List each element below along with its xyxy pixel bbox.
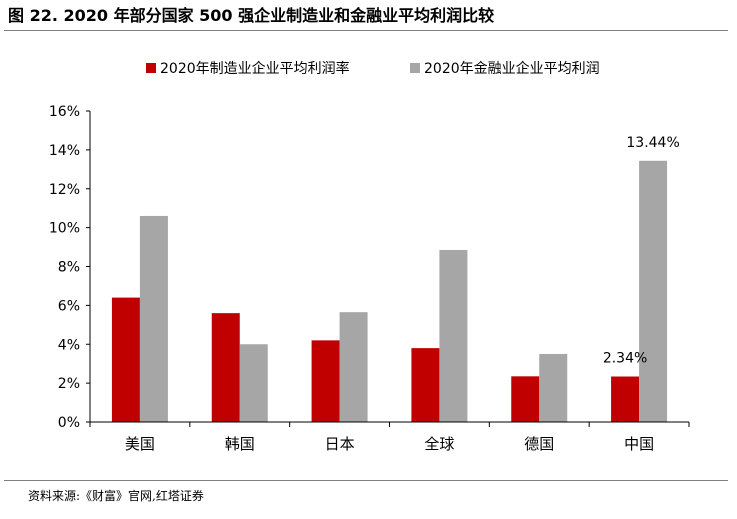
chart-title: 图 22. 2020 年部分国家 500 强企业制造业和金融业平均利润比较 (8, 6, 495, 25)
legend-swatch (410, 63, 420, 73)
y-tick-label: 8% (58, 260, 80, 276)
y-tick-label: 16% (49, 104, 80, 120)
source-note: 资料来源:《财富》官网,红塔证券 (28, 489, 204, 503)
bar (611, 376, 640, 422)
y-tick-label: 10% (49, 221, 80, 237)
bar (411, 348, 440, 422)
bar (439, 249, 468, 422)
y-tick-label: 12% (49, 182, 80, 198)
data-label: 2.34% (603, 351, 647, 367)
bar (111, 297, 140, 422)
x-tick-label: 全球 (424, 435, 454, 453)
data-labels: 2.34% 13.44% (603, 135, 680, 367)
legend-label: 2020年金融业企业平均利润 (424, 60, 600, 77)
x-tick-label: 中国 (624, 435, 654, 453)
bar (139, 215, 168, 422)
legend: 2020年制造业企业平均利润率 2020年金融业企业平均利润 (146, 60, 600, 77)
bar (639, 160, 668, 422)
bars (111, 160, 668, 422)
x-tick-label: 日本 (325, 435, 355, 453)
bar (539, 353, 568, 422)
footer-divider (4, 480, 728, 481)
bar (511, 376, 540, 422)
bar (211, 313, 240, 422)
y-tick-label: 4% (58, 337, 80, 353)
y-tick-label: 2% (58, 376, 80, 392)
y-tick-label: 14% (49, 143, 80, 159)
y-tick-label: 0% (58, 415, 80, 431)
data-label: 13.44% (626, 135, 679, 151)
bar (311, 340, 340, 422)
x-tick-label: 美国 (125, 435, 155, 453)
x-tick-label: 韩国 (225, 435, 255, 453)
y-tick-label: 6% (58, 298, 80, 314)
bar (339, 312, 368, 422)
title-divider (4, 30, 728, 31)
legend-label: 2020年制造业企业平均利润率 (160, 60, 350, 77)
bar (239, 344, 268, 422)
x-tick-label: 德国 (524, 435, 554, 453)
x-axis: 美国 韩国 日本 全球 德国 中国 (89, 421, 690, 453)
legend-swatch (146, 63, 156, 73)
y-axis: 0% 2% 4% 6% 8% 10% 12% 14% 16% (49, 104, 91, 431)
